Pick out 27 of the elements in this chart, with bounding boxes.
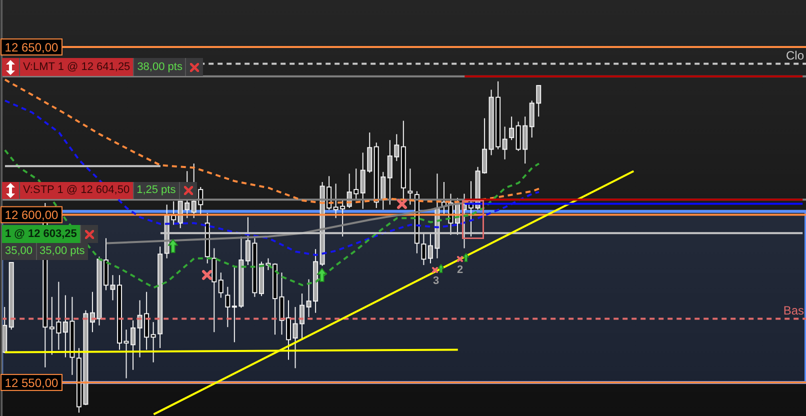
annotation: 35,00	[2, 243, 36, 260]
order-tag: V:STP 1 @ 12 604,50 1,25 pts	[2, 182, 197, 199]
annotation: 38,00 pts	[134, 58, 186, 76]
annotation: 3	[433, 275, 440, 287]
y-tick-label: 12 600,00	[4, 208, 59, 222]
annotation: 1 @ 12 603,25	[2, 225, 80, 243]
annotation: 35,00 pts	[36, 243, 88, 260]
y-tick-label: 12 650,00	[4, 40, 59, 54]
line-series	[4, 78, 540, 204]
y-tick-label: 12 550,00	[4, 376, 59, 390]
annotation: 1,25 pts	[134, 182, 179, 199]
ref-line-label: Bas	[783, 304, 804, 318]
candlestick	[502, 126, 508, 160]
candlestick	[421, 232, 426, 266]
line-series	[4, 100, 540, 256]
ref-line-label: Clo	[786, 48, 804, 63]
annotation: V:LMT 1 @ 12 641,25	[20, 58, 134, 76]
annotation: 2	[457, 264, 464, 276]
line-series	[4, 149, 540, 289]
candlestick	[509, 116, 514, 141]
annotation: V:STP 1 @ 12 604,50	[20, 182, 133, 199]
candlestick	[408, 168, 413, 206]
candlestick	[286, 300, 292, 360]
candlestick	[218, 272, 224, 298]
candlestick	[212, 248, 217, 333]
order-tag: V:LMT 1 @ 12 641,25 38,00 pts	[2, 58, 204, 76]
candlestick	[225, 286, 230, 328]
